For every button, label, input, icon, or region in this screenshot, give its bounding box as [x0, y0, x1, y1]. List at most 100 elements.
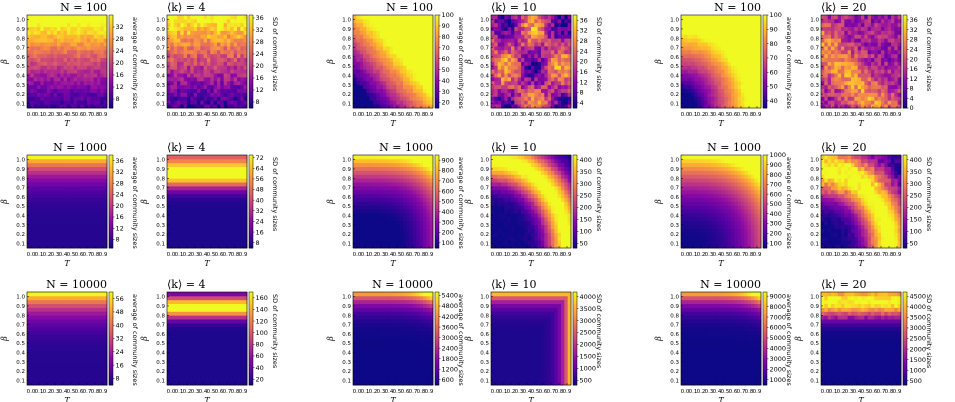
colorbar-segment — [249, 98, 253, 102]
heatmap-cell — [167, 61, 171, 66]
heatmap-cell — [877, 30, 882, 35]
heatmap-cell — [867, 34, 872, 39]
heatmap-cell — [834, 80, 839, 86]
heatmap-cell — [501, 88, 505, 93]
heatmap-cell — [70, 100, 75, 105]
heatmap-cell — [100, 201, 105, 206]
x-tick-label: 0.3 — [191, 112, 200, 118]
heatmap-cell — [43, 88, 48, 93]
heatmap-cell — [561, 104, 565, 109]
heatmap-cell — [887, 65, 892, 70]
heatmap-cell — [53, 42, 58, 47]
heatmap-cell — [97, 34, 101, 39]
heatmap-cell — [426, 22, 431, 28]
x-axis-label: T — [64, 259, 70, 268]
heatmap-cell — [197, 92, 201, 97]
heatmap-cell — [711, 104, 715, 109]
heatmap-cell — [233, 80, 238, 86]
colorbar-segment — [249, 15, 253, 18]
heatmap-cell — [534, 53, 539, 59]
heatmap-cell — [396, 42, 401, 47]
heatmap-cell — [47, 189, 51, 195]
heatmap-cell — [894, 84, 899, 90]
heatmap-cell — [834, 42, 839, 47]
heatmap-cell — [834, 22, 839, 28]
heatmap-cell — [877, 57, 882, 62]
heatmap-cell — [87, 57, 91, 62]
heatmap-cell — [514, 49, 519, 55]
heatmap-cell — [554, 73, 559, 78]
heatmap-cell — [63, 209, 68, 214]
heatmap-cell — [197, 42, 201, 47]
heatmap-cell — [50, 155, 55, 160]
heatmap-cell — [834, 100, 839, 105]
heatmap-cell — [27, 236, 31, 241]
heatmap-cell — [534, 92, 539, 97]
heatmap-cell — [429, 84, 434, 90]
heatmap-cell — [557, 26, 562, 31]
heatmap-cell — [230, 84, 235, 90]
heatmap-cell — [413, 73, 417, 78]
heatmap-cell — [494, 69, 499, 74]
heatmap-cell — [851, 15, 855, 20]
heatmap-cell — [837, 104, 842, 109]
heatmap-cell — [557, 38, 562, 43]
heatmap-cell — [183, 53, 188, 59]
heatmap-cell — [406, 57, 411, 62]
heatmap-cell — [389, 30, 394, 35]
heatmap-cell — [366, 80, 371, 86]
heatmap-cell — [704, 34, 709, 39]
heatmap-cell — [406, 80, 411, 86]
heatmap-cell — [369, 100, 374, 105]
heatmap-cell — [844, 26, 849, 31]
heatmap-cell — [897, 69, 902, 74]
colorbar-segment — [109, 175, 113, 179]
heatmap-cell — [564, 73, 569, 78]
heatmap-cell — [93, 80, 98, 86]
heatmap-cell — [754, 100, 759, 105]
heatmap-cell — [694, 15, 699, 20]
heatmap-cell — [684, 80, 689, 86]
heatmap-cell — [851, 26, 855, 31]
heatmap-cell — [554, 65, 559, 70]
heatmap-cell — [897, 15, 902, 20]
heatmap-cell — [40, 49, 45, 55]
heatmap-cell — [207, 26, 211, 31]
heatmap-cell — [369, 88, 374, 93]
heatmap-cell — [684, 49, 689, 55]
heatmap-cell — [376, 104, 381, 109]
heatmap-cell — [173, 228, 178, 233]
heatmap-cell — [497, 26, 502, 31]
colorbar-segment — [109, 185, 113, 188]
heatmap-cell — [393, 96, 397, 101]
heatmap-cell — [100, 209, 105, 214]
heatmap-cell — [33, 18, 38, 24]
heatmap-cell — [694, 80, 699, 86]
heatmap-cell — [416, 92, 421, 97]
heatmap-cell — [687, 92, 692, 97]
heatmap-cell — [353, 57, 357, 62]
heatmap-cell — [851, 38, 855, 43]
heatmap-cell — [77, 88, 81, 93]
heatmap-cell — [841, 26, 845, 31]
heatmap-cell — [707, 57, 712, 62]
heatmap-cell — [389, 53, 394, 59]
heatmap-cell — [177, 224, 181, 230]
heatmap-cell — [857, 100, 862, 105]
heatmap-cell — [366, 100, 371, 105]
heatmap-cell — [243, 57, 248, 62]
heatmap-cell — [537, 15, 542, 20]
colorbar-segment — [249, 96, 253, 100]
heatmap-cell — [356, 42, 361, 47]
heatmap-cell — [871, 92, 875, 97]
heatmap-cell — [77, 224, 81, 230]
colorbar-segment — [109, 68, 113, 72]
heatmap-cell — [399, 92, 404, 97]
heatmap-cell — [419, 100, 424, 105]
heatmap-cell — [80, 104, 85, 109]
heatmap-cell — [220, 49, 225, 55]
colorbar-segment — [435, 40, 439, 44]
heatmap-cell — [97, 193, 101, 199]
heatmap-cell — [864, 53, 869, 59]
heatmap-cell — [60, 178, 65, 183]
